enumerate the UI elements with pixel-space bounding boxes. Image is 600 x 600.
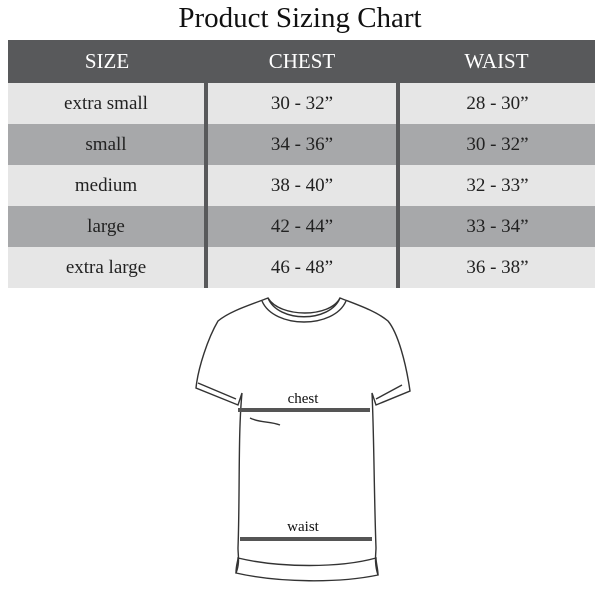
tshirt-diagram: chest waist (195, 297, 411, 582)
table-row: medium 38 - 40” 32 - 33” (8, 165, 595, 206)
waist-cell: 33 - 34” (398, 206, 595, 247)
tshirt-outline (195, 297, 411, 582)
size-table: SIZE CHEST WAIST extra small 30 - 32” 28 -… (8, 40, 595, 288)
page-title: Product Sizing Chart (178, 2, 422, 34)
chest-label: chest (288, 391, 320, 407)
table-row: large 42 - 44” 33 - 34” (8, 206, 595, 247)
table-row: small 34 - 36” 30 - 32” (8, 124, 595, 165)
table-row: extra small 30 - 32” 28 - 30” (8, 83, 595, 124)
size-cell: medium (8, 165, 208, 206)
table-row: extra large 46 - 48” 36 - 38” (8, 247, 595, 288)
size-cell: extra large (8, 247, 208, 288)
chest-cell: 42 - 44” (206, 206, 400, 247)
chest-cell: 30 - 32” (206, 83, 400, 124)
header-waist: WAIST (398, 40, 595, 83)
chest-cell: 34 - 36” (206, 124, 400, 165)
waist-cell: 32 - 33” (398, 165, 595, 206)
header-size: SIZE (8, 40, 206, 83)
waist-label: waist (287, 519, 319, 535)
chest-cell: 38 - 40” (206, 165, 400, 206)
size-cell: small (8, 124, 208, 165)
waist-cell: 36 - 38” (398, 247, 595, 288)
waist-cell: 30 - 32” (398, 124, 595, 165)
chest-cell: 46 - 48” (206, 247, 400, 288)
size-cell: extra small (8, 83, 208, 124)
header-chest: CHEST (206, 40, 398, 83)
table-header-row: SIZE CHEST WAIST (8, 40, 595, 83)
waist-cell: 28 - 30” (398, 83, 595, 124)
size-cell: large (8, 206, 208, 247)
